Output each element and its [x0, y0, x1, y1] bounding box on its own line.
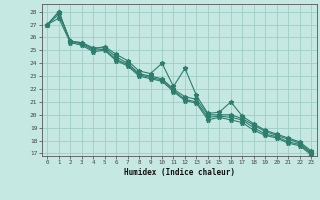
X-axis label: Humidex (Indice chaleur): Humidex (Indice chaleur): [124, 168, 235, 177]
